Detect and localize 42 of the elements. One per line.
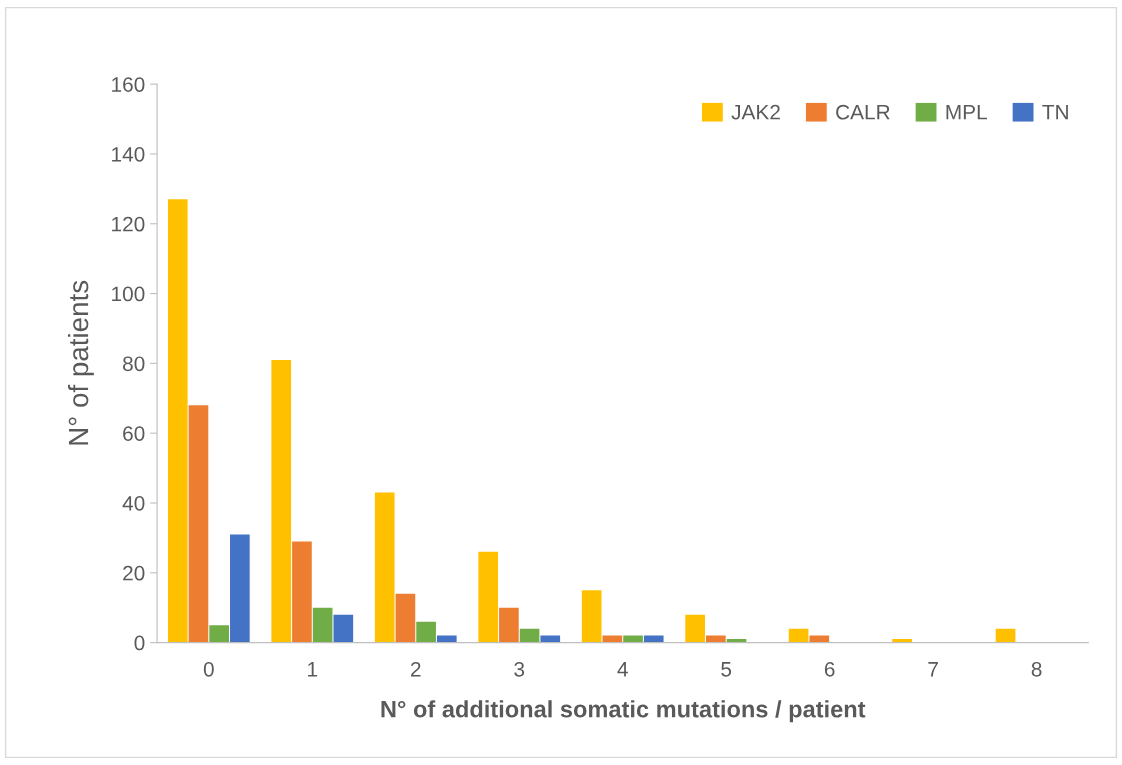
bar [333, 614, 354, 643]
bar [519, 628, 540, 643]
x-tick-label: 0 [203, 661, 214, 677]
legend-label: MPL [946, 105, 987, 120]
bar [312, 607, 333, 643]
bar [499, 607, 519, 643]
y-tick-label: 120 [112, 216, 145, 232]
legend-label: TN [1042, 105, 1068, 120]
bar [292, 541, 312, 643]
x-tick-label: 5 [721, 662, 732, 677]
x-tick-label: 7 [928, 662, 938, 677]
x-axis-title: N° of additional somatic mutations / patient [381, 700, 866, 723]
bar [788, 628, 809, 643]
bar [685, 614, 705, 643]
y-tick-label: 0 [134, 635, 145, 651]
y-tick-label: 40 [122, 495, 145, 511]
x-tick-label: 2 [411, 661, 421, 677]
y-tick-label: 80 [123, 356, 145, 372]
bar [188, 405, 209, 643]
x-tick-label: 4 [617, 662, 628, 677]
bar [230, 534, 250, 643]
bar [995, 628, 1016, 643]
bar [416, 621, 436, 643]
bar [167, 199, 188, 643]
bar [271, 359, 292, 643]
bar [374, 492, 395, 643]
bar [581, 590, 602, 643]
x-tick-label: 1 [308, 662, 318, 677]
legend-label: JAK2 [731, 104, 780, 120]
x-tick-label: 6 [824, 661, 835, 677]
bar [478, 551, 499, 643]
x-tick-label: 3 [514, 661, 525, 677]
y-axis-title: N° of patients [67, 280, 94, 445]
y-tick-label: 60 [123, 426, 145, 441]
y-tick-label: 100 [112, 286, 145, 302]
y-tick-label: 160 [112, 77, 145, 92]
bar [209, 625, 229, 643]
legend-label: CALR [836, 104, 890, 120]
y-tick-label: 20 [123, 565, 145, 581]
bar [395, 593, 416, 643]
y-tick-label: 140 [112, 146, 145, 162]
x-tick-label: 8 [1031, 661, 1042, 677]
